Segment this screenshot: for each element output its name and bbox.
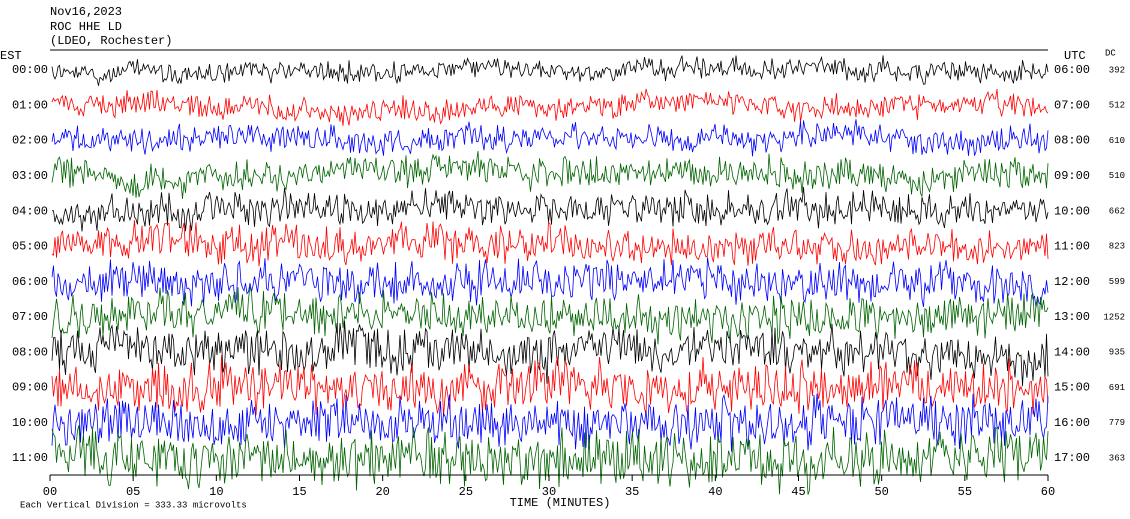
trace <box>51 393 1049 452</box>
dc-value: 510 <box>1109 171 1125 181</box>
trace <box>51 425 1049 495</box>
dc-value: 823 <box>1109 242 1125 252</box>
dc-value: 691 <box>1109 383 1125 393</box>
est-label: 02:00 <box>12 134 48 148</box>
x-tick-label: 45 <box>791 485 805 499</box>
x-tick-label: 15 <box>292 485 306 499</box>
dc-value: 363 <box>1109 453 1125 463</box>
utc-label: 11:00 <box>1054 240 1090 254</box>
trace <box>51 220 1049 267</box>
est-label: 00:00 <box>12 63 48 77</box>
trace <box>51 55 1049 86</box>
trace <box>51 88 1049 126</box>
dc-value: 512 <box>1109 101 1125 111</box>
x-tick-label: 55 <box>958 485 972 499</box>
utc-label: 15:00 <box>1054 381 1090 395</box>
title: (LDEO, Rochester) <box>50 34 172 48</box>
utc-label: 17:00 <box>1054 451 1090 465</box>
x-tick-label: 35 <box>625 485 639 499</box>
x-tick-label: 20 <box>375 485 389 499</box>
trace <box>51 286 1049 345</box>
est-label: 04:00 <box>12 204 48 218</box>
est-label: 03:00 <box>12 169 48 183</box>
utc-label: 12:00 <box>1054 275 1090 289</box>
x-tick-label: 10 <box>209 485 223 499</box>
utc-label: 08:00 <box>1054 134 1090 148</box>
dc-value: 1252 <box>1103 312 1125 322</box>
dc-value: 599 <box>1109 277 1125 287</box>
footer: Each Vertical Division = 333.33 microvol… <box>20 500 247 510</box>
est-label: 09:00 <box>12 381 48 395</box>
trace <box>51 355 1049 417</box>
x-tick-label: 00 <box>43 485 57 499</box>
x-tick-label: 25 <box>459 485 473 499</box>
utc-label: 06:00 <box>1054 63 1090 77</box>
est-label: 05:00 <box>12 240 48 254</box>
utc-label: 10:00 <box>1054 204 1090 218</box>
trace <box>51 119 1049 157</box>
dc-label: DC <box>1105 48 1116 58</box>
dc-value: 935 <box>1109 348 1125 358</box>
utc-label: 14:00 <box>1054 345 1090 359</box>
est-label: 06:00 <box>12 275 48 289</box>
utc-label: 07:00 <box>1054 98 1090 112</box>
dc-value: 610 <box>1109 136 1125 146</box>
trace <box>51 257 1049 308</box>
est-label: 11:00 <box>12 451 48 465</box>
left-label: EST <box>0 49 22 63</box>
trace <box>51 150 1049 199</box>
x-tick-label: 40 <box>708 485 722 499</box>
x-tick-label: 60 <box>1041 485 1055 499</box>
traces <box>51 55 1049 495</box>
utc-label: 16:00 <box>1054 416 1090 430</box>
est-label: 07:00 <box>12 310 48 324</box>
dc-value: 779 <box>1109 418 1125 428</box>
trace <box>51 320 1049 387</box>
right-label: UTC <box>1064 49 1086 63</box>
est-label: 10:00 <box>12 416 48 430</box>
dc-value: 662 <box>1109 206 1125 216</box>
utc-label: 13:00 <box>1054 310 1090 324</box>
x-tick-label: 30 <box>542 485 556 499</box>
est-label: 01:00 <box>12 98 48 112</box>
x-axis-label: TIME (MINUTES) <box>510 496 611 510</box>
x-tick-label: 05 <box>126 485 140 499</box>
dc-value: 392 <box>1109 65 1125 75</box>
est-label: 08:00 <box>12 345 48 359</box>
utc-label: 09:00 <box>1054 169 1090 183</box>
x-tick-label: 50 <box>874 485 888 499</box>
trace <box>51 186 1049 232</box>
title: ROC HHE LD <box>50 20 122 34</box>
title: Nov16,2023 <box>50 5 122 19</box>
